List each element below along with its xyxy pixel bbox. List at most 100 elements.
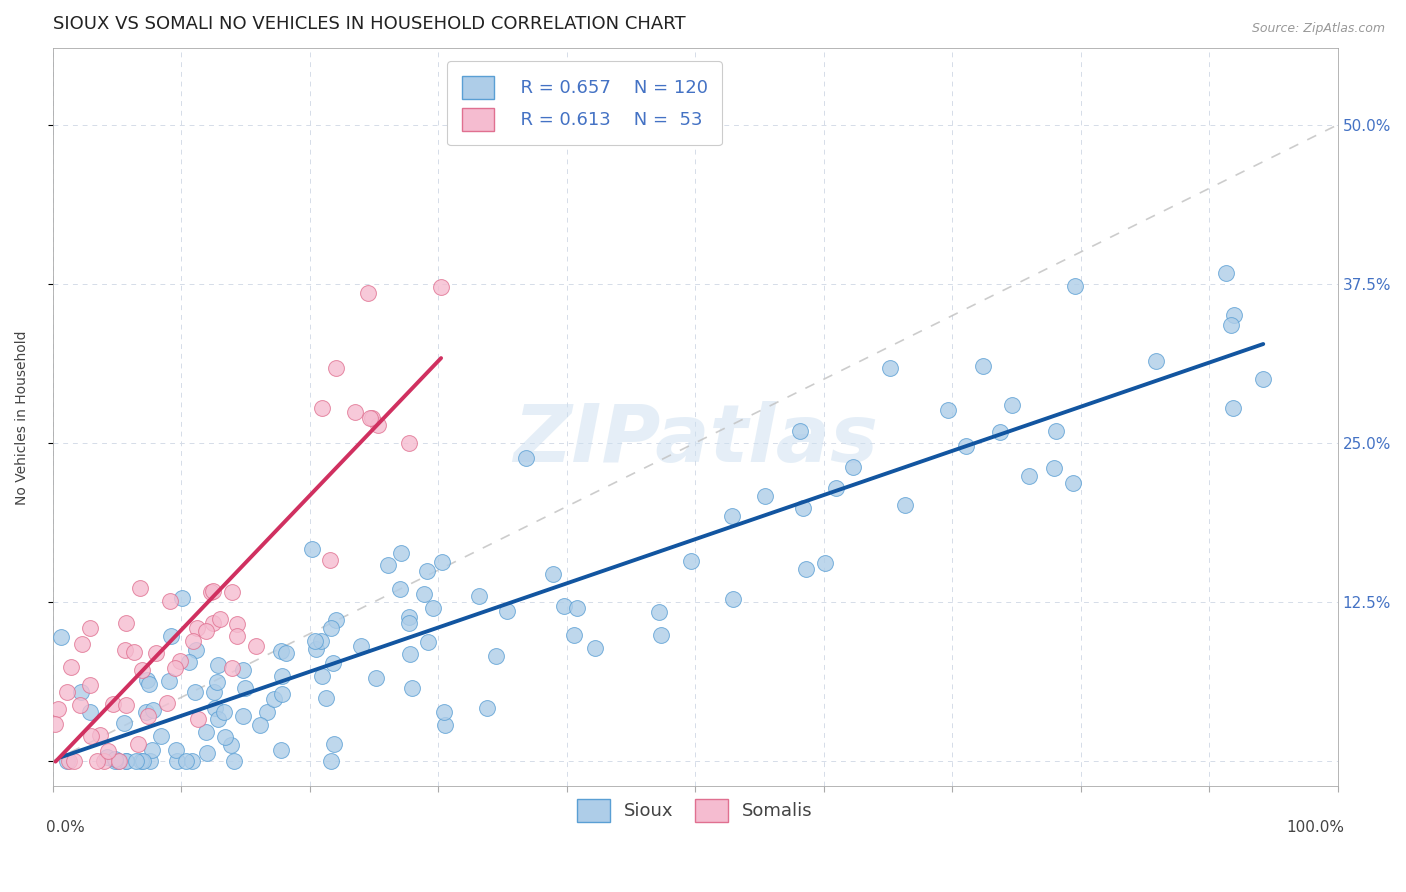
Text: 100.0%: 100.0% (1286, 820, 1344, 835)
Point (343, 405, 366, 419)
Point (208, 612, 231, 626)
Point (187, 713, 209, 727)
Point (567, 600, 589, 615)
Point (112, 715, 135, 730)
Point (226, 629, 249, 643)
Point (169, 654, 191, 668)
Point (56, 754, 79, 768)
Point (165, 743, 187, 757)
Point (357, 286, 380, 301)
Point (416, 564, 439, 578)
Point (202, 584, 225, 599)
Point (114, 642, 136, 657)
Point (325, 613, 347, 627)
Point (79, 678, 101, 692)
Point (304, 634, 326, 648)
Point (364, 672, 387, 686)
Point (477, 701, 499, 715)
Point (125, 754, 148, 768)
Point (416, 635, 439, 649)
Point (156, 696, 179, 710)
Point (309, 634, 332, 648)
Text: SIOUX VS SOMALI NO VEHICLES IN HOUSEHOLD CORRELATION CHART: SIOUX VS SOMALI NO VEHICLES IN HOUSEHOLD… (52, 15, 685, 33)
Point (138, 708, 160, 723)
Point (315, 691, 337, 706)
Point (263, 692, 285, 706)
Point (325, 361, 347, 376)
Point (97, 744, 120, 758)
Point (434, 718, 457, 732)
Point (200, 584, 222, 599)
Point (988, 425, 1011, 439)
Point (135, 706, 157, 720)
Point (204, 701, 226, 715)
Point (754, 489, 776, 503)
Point (159, 594, 181, 608)
Point (648, 605, 671, 619)
Point (468, 590, 491, 604)
Point (377, 558, 399, 572)
Point (49, 630, 72, 644)
Point (485, 649, 508, 664)
Point (825, 481, 848, 495)
Point (359, 411, 381, 425)
Point (562, 627, 585, 641)
Point (202, 684, 225, 698)
Point (142, 702, 165, 716)
Point (184, 643, 207, 657)
Point (101, 697, 124, 711)
Point (80, 729, 103, 743)
Point (224, 754, 246, 768)
Point (160, 629, 183, 643)
Point (388, 582, 411, 596)
Point (194, 724, 217, 739)
Point (59, 659, 82, 673)
Point (894, 498, 917, 512)
Point (401, 681, 423, 696)
Point (679, 554, 702, 568)
Point (89, 728, 111, 742)
Point (207, 658, 229, 673)
Point (163, 660, 186, 674)
Point (70, 637, 93, 651)
Point (1001, 398, 1024, 412)
Point (138, 754, 160, 768)
Point (115, 698, 138, 713)
Point (176, 754, 198, 768)
Point (311, 668, 333, 682)
Point (553, 599, 575, 613)
Point (232, 709, 254, 723)
Point (104, 752, 127, 766)
Point (132, 754, 155, 768)
Point (214, 731, 236, 745)
Point (270, 669, 292, 683)
Point (79, 705, 101, 719)
Point (70, 685, 93, 699)
Point (104, 754, 127, 768)
Point (349, 640, 371, 654)
Point (1018, 469, 1040, 483)
Point (271, 687, 294, 701)
Point (1222, 401, 1244, 415)
Point (124, 645, 146, 659)
Point (792, 500, 814, 515)
Text: ZIPatlas: ZIPatlas (513, 401, 877, 479)
Point (319, 754, 342, 768)
Point (226, 616, 249, 631)
Point (232, 663, 254, 677)
Point (141, 743, 163, 757)
Point (319, 621, 342, 635)
Point (1251, 371, 1274, 385)
Point (270, 644, 292, 658)
Point (79, 621, 101, 635)
Point (495, 604, 517, 618)
Point (319, 552, 342, 566)
Point (115, 754, 138, 768)
Point (515, 451, 537, 466)
Point (322, 657, 344, 671)
Point (276, 646, 298, 660)
Point (245, 639, 267, 653)
Point (107, 754, 129, 768)
Point (48, 702, 70, 716)
Point (221, 738, 243, 752)
